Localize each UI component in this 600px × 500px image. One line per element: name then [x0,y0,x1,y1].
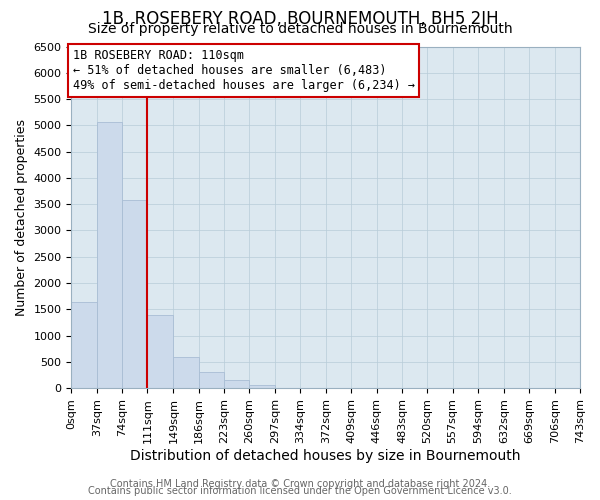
Text: Contains HM Land Registry data © Crown copyright and database right 2024.: Contains HM Land Registry data © Crown c… [110,479,490,489]
Text: 1B ROSEBERY ROAD: 110sqm
← 51% of detached houses are smaller (6,483)
49% of sem: 1B ROSEBERY ROAD: 110sqm ← 51% of detach… [73,49,415,92]
Bar [199,372,224,388]
Bar [224,380,250,388]
Bar [71,302,97,388]
Bar [122,200,148,388]
Bar [148,315,173,388]
Bar [97,122,122,388]
Text: Size of property relative to detached houses in Bournemouth: Size of property relative to detached ho… [88,22,512,36]
Text: 1B, ROSEBERY ROAD, BOURNEMOUTH, BH5 2JH: 1B, ROSEBERY ROAD, BOURNEMOUTH, BH5 2JH [101,10,499,28]
Bar [173,357,199,388]
Bar [250,385,275,388]
Text: Contains public sector information licensed under the Open Government Licence v3: Contains public sector information licen… [88,486,512,496]
Y-axis label: Number of detached properties: Number of detached properties [15,119,28,316]
X-axis label: Distribution of detached houses by size in Bournemouth: Distribution of detached houses by size … [130,448,521,462]
